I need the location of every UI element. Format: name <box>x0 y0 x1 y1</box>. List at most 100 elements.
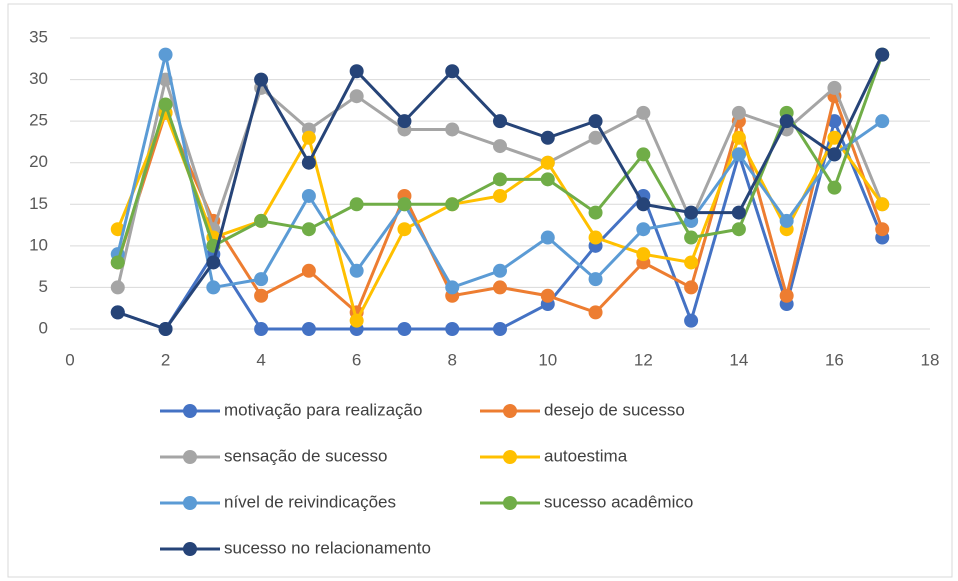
legend-marker <box>503 496 517 510</box>
data-point <box>684 280 699 295</box>
data-point <box>397 114 412 129</box>
data-point <box>588 272 603 287</box>
data-point <box>827 130 842 145</box>
data-point <box>731 105 746 120</box>
data-point <box>397 197 412 212</box>
data-point <box>349 313 364 328</box>
data-point <box>875 114 890 129</box>
y-tick-label: 20 <box>29 152 48 171</box>
legend-label: desejo de sucesso <box>544 400 685 419</box>
data-point <box>445 280 460 295</box>
y-tick-label: 5 <box>39 277 48 296</box>
data-point <box>684 313 699 328</box>
data-point <box>254 213 269 228</box>
data-point <box>206 255 221 270</box>
data-point <box>397 222 412 237</box>
data-point <box>684 255 699 270</box>
y-tick-label: 30 <box>29 69 48 88</box>
data-point <box>445 197 460 212</box>
data-point <box>875 222 890 237</box>
data-point <box>636 222 651 237</box>
x-tick-label: 0 <box>65 350 74 369</box>
y-tick-label: 15 <box>29 194 48 213</box>
legend-marker <box>503 450 517 464</box>
data-point <box>731 222 746 237</box>
data-point <box>349 197 364 212</box>
data-point <box>254 272 269 287</box>
data-point <box>588 130 603 145</box>
x-tick-label: 12 <box>634 350 653 369</box>
data-point <box>731 205 746 220</box>
data-point <box>445 322 460 336</box>
data-point <box>158 322 173 336</box>
legend-marker <box>183 404 197 418</box>
data-point <box>875 197 890 212</box>
data-point <box>445 122 460 137</box>
data-point <box>493 139 507 154</box>
data-point <box>588 205 603 220</box>
data-point <box>588 305 603 320</box>
data-point <box>493 172 507 187</box>
legend-label: autoestima <box>544 446 628 465</box>
x-tick-label: 16 <box>825 350 844 369</box>
data-point <box>636 197 651 212</box>
data-point <box>827 114 842 129</box>
data-point <box>540 288 555 303</box>
x-tick-label: 18 <box>921 350 940 369</box>
data-point <box>636 247 651 262</box>
data-point <box>349 263 364 278</box>
data-point <box>875 47 890 62</box>
data-point <box>636 105 651 120</box>
data-point <box>779 288 794 303</box>
data-point <box>540 155 555 170</box>
data-point <box>254 72 269 87</box>
legend-label: sensação de sucesso <box>224 446 388 465</box>
data-point <box>301 263 316 278</box>
data-point <box>684 205 699 220</box>
data-point <box>301 322 316 336</box>
data-point <box>397 322 412 336</box>
data-point <box>827 147 842 162</box>
data-point <box>540 230 555 245</box>
data-point <box>493 280 507 295</box>
legend-marker <box>503 404 517 418</box>
legend-label: motivação para realização <box>224 400 422 419</box>
x-tick-label: 6 <box>352 350 361 369</box>
data-point <box>684 230 699 245</box>
data-point <box>731 147 746 162</box>
data-point <box>110 255 125 270</box>
data-point <box>158 97 173 112</box>
x-tick-label: 2 <box>161 350 170 369</box>
data-point <box>540 130 555 145</box>
x-tick-label: 14 <box>729 350 748 369</box>
data-point <box>540 172 555 187</box>
data-point <box>110 280 125 295</box>
data-point <box>349 89 364 104</box>
legend-marker <box>183 496 197 510</box>
data-point <box>206 280 221 295</box>
data-point <box>636 147 651 162</box>
y-tick-label: 35 <box>29 27 48 46</box>
y-tick-label: 25 <box>29 111 48 130</box>
x-tick-label: 4 <box>256 350 265 369</box>
data-point <box>158 47 173 62</box>
data-point <box>493 114 507 129</box>
data-point <box>588 230 603 245</box>
legend-marker <box>183 542 197 556</box>
legend-label: nível de reivindicações <box>224 492 396 511</box>
data-point <box>445 64 460 79</box>
x-tick-label: 8 <box>447 350 456 369</box>
data-point <box>301 155 316 170</box>
legend-label: sucesso acadêmico <box>544 492 693 511</box>
data-point <box>110 222 125 237</box>
data-point <box>493 188 507 203</box>
data-point <box>493 263 507 278</box>
x-tick-label: 10 <box>538 350 557 369</box>
data-point <box>779 114 794 129</box>
data-point <box>301 188 316 203</box>
data-point <box>301 222 316 237</box>
data-point <box>588 114 603 129</box>
data-point <box>301 130 316 145</box>
data-point <box>779 213 794 228</box>
